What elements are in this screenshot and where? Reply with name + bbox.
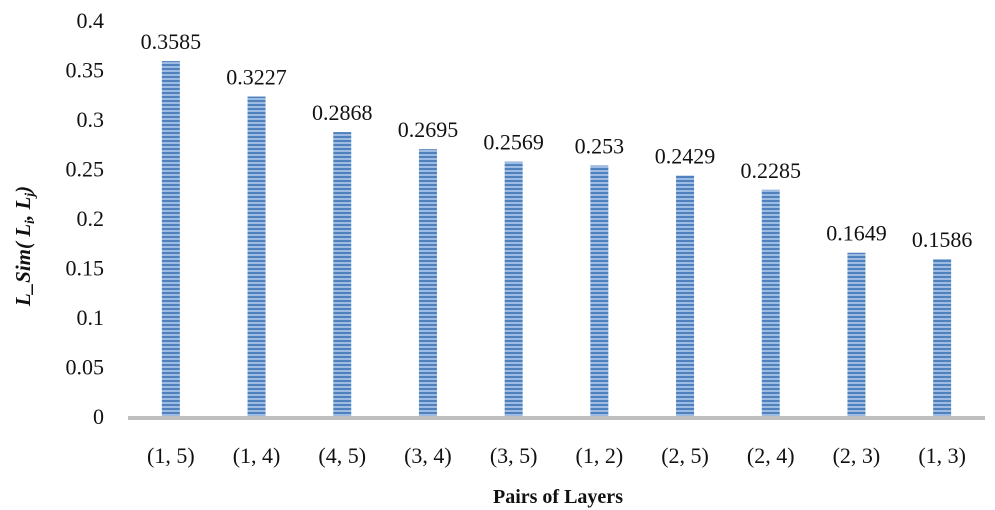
x-category-label: (1, 3) [918,443,966,468]
y-axis-title: L_Sim( Li, Lj) [11,186,38,307]
data-label: 0.1649 [826,221,887,246]
y-tick-label: 0.3 [77,107,105,132]
y-tick-label: 0.25 [66,157,105,182]
x-category-label: (3, 4) [404,443,452,468]
y-tick-label: 0.35 [66,58,105,83]
x-category-label: (1, 2) [576,443,624,468]
y-tick-label: 0 [93,404,104,429]
data-labels: 0.3585 0.3227 0.2868 0.2695 0.2569 0.253 0.242… [141,29,973,252]
data-label: 0.2569 [483,130,544,155]
data-label: 0.2429 [655,144,716,169]
data-label: 0.2285 [741,158,802,183]
data-label: 0.2868 [312,100,373,125]
y-axis-title-sep: , L [11,197,35,221]
y-axis-title-sub-j: j [23,193,38,199]
y-tick-label: 0.4 [77,8,105,33]
bar [847,252,866,416]
y-tick-label: 0.15 [66,256,105,281]
bar [333,132,352,416]
bar [418,149,437,416]
x-category-label: (2, 3) [833,443,881,468]
bar [247,96,266,416]
y-tick-label: 0.05 [66,355,105,380]
bar [504,161,523,416]
x-category-label: (1, 5) [147,443,195,468]
y-axis-ticks: 0 0.05 0.1 0.15 0.2 0.25 0.3 0.35 0.4 [66,8,105,429]
y-tick-label: 0.1 [77,305,105,330]
x-category-label: (3, 5) [490,443,538,468]
x-category-label: (2, 5) [661,443,709,468]
x-category-label: (1, 4) [233,443,281,468]
bar [590,165,609,416]
data-label: 0.3585 [141,29,202,54]
y-axis-title-suffix: ) [11,186,35,195]
data-label: 0.3227 [226,65,287,90]
bar [676,175,695,416]
bar [761,189,780,416]
y-tick-label: 0.2 [77,206,105,231]
bar [161,61,180,417]
data-label: 0.1586 [912,227,973,252]
x-axis-line [128,416,985,420]
x-axis-title: Pairs of Layers [493,486,623,508]
x-axis-categories: (1, 5) (1, 4) (4, 5) (3, 4) (3, 5) (1, 2) (2, … [147,443,966,468]
y-axis-title-prefix: L_Sim( L [11,224,35,307]
bar [933,258,952,416]
y-axis-title-sub-i: i [23,220,38,224]
x-category-label: (2, 4) [747,443,795,468]
x-category-label: (4, 5) [318,443,366,468]
data-label: 0.2695 [398,117,459,142]
data-label: 0.253 [575,134,625,159]
bars [161,61,952,417]
